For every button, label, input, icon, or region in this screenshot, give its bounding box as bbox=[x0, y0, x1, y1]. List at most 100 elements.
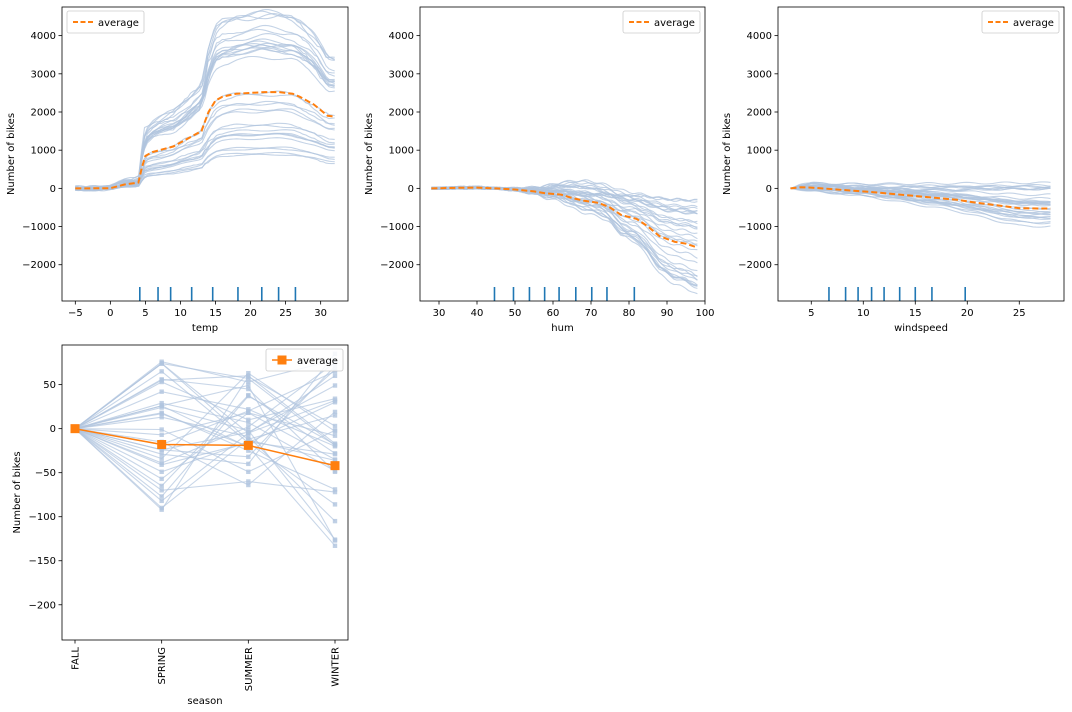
plot-area-1 bbox=[75, 8, 335, 301]
ice-marker bbox=[332, 433, 338, 438]
x-tick-label: 5 bbox=[142, 308, 148, 319]
ice-marker bbox=[332, 413, 338, 418]
y-axis-label: Number of bikes bbox=[6, 113, 17, 195]
ice-line bbox=[74, 428, 336, 473]
legend: average bbox=[622, 10, 701, 34]
ice-line bbox=[790, 187, 1051, 228]
y-tick-label: 4000 bbox=[389, 31, 414, 42]
y-tick-label: 1000 bbox=[747, 146, 772, 157]
legend-box bbox=[981, 10, 1060, 34]
ice-marker bbox=[332, 400, 338, 405]
y-tick-label: 3000 bbox=[389, 69, 414, 80]
x-tick-label: 10 bbox=[174, 308, 187, 319]
ice-line bbox=[431, 185, 698, 295]
y-tick-label: 2000 bbox=[747, 108, 772, 119]
ice-marker bbox=[246, 437, 251, 442]
ice-marker bbox=[159, 432, 164, 438]
ice-marker bbox=[332, 489, 338, 495]
ice-marker bbox=[246, 428, 251, 433]
subplot-3: −2000 −1000 0 1000 2000 3000 4000 5 10 15 20 25 wind… bbox=[722, 6, 1065, 334]
ice-line bbox=[74, 372, 336, 460]
x-tick-label: 20 bbox=[961, 308, 974, 319]
legend-marker bbox=[277, 355, 287, 365]
ice-marker bbox=[246, 386, 251, 392]
x-axis-label: temp bbox=[192, 323, 218, 334]
x-tick-label: 10 bbox=[857, 308, 870, 319]
ice-line bbox=[74, 412, 336, 480]
ice-marker bbox=[159, 405, 164, 410]
ice-line bbox=[74, 402, 336, 472]
x-tick-label: 70 bbox=[585, 308, 598, 319]
ice-line bbox=[74, 413, 336, 547]
ice-line bbox=[74, 428, 336, 493]
x-tick-label: 5 bbox=[808, 308, 814, 319]
ice-marker bbox=[159, 507, 164, 512]
ice-marker bbox=[332, 487, 338, 492]
ice-marker bbox=[159, 494, 164, 499]
legend-box bbox=[622, 10, 701, 34]
ice-marker bbox=[332, 441, 338, 446]
y-tick-label: 3000 bbox=[31, 69, 56, 80]
ice-marker bbox=[246, 392, 251, 398]
ice-marker bbox=[159, 400, 164, 406]
ice-marker bbox=[332, 518, 338, 524]
legend-label: average bbox=[98, 18, 139, 29]
ice-line bbox=[75, 33, 335, 192]
plot-area-3 bbox=[790, 181, 1051, 301]
average-line bbox=[431, 186, 698, 249]
y-tick-label: −200 bbox=[29, 600, 56, 611]
ice-line bbox=[74, 428, 336, 473]
ice-marker bbox=[246, 417, 251, 423]
y-tick-label: −1000 bbox=[22, 222, 56, 233]
y-axis-label: Number of bikes bbox=[722, 113, 733, 195]
ice-marker bbox=[159, 476, 164, 482]
y-tick-label: −2000 bbox=[738, 260, 772, 271]
ice-line bbox=[75, 93, 335, 191]
ice-line bbox=[431, 185, 698, 286]
y-tick-label: −100 bbox=[29, 512, 56, 523]
average-marker bbox=[70, 424, 80, 434]
ice-marker bbox=[159, 483, 164, 489]
ice-marker bbox=[246, 374, 251, 379]
average-marker bbox=[330, 461, 340, 471]
y-tick-label: 0 bbox=[766, 184, 772, 195]
ice-marker bbox=[332, 396, 338, 401]
x-tick-label: 90 bbox=[661, 308, 674, 319]
average-line bbox=[75, 91, 335, 190]
x-tick-label: 20 bbox=[244, 308, 257, 319]
x-tick-label: 0 bbox=[107, 308, 113, 319]
y-tick-label: 4000 bbox=[747, 31, 772, 42]
x-tick-label: SUMMER bbox=[244, 647, 255, 691]
ice-marker bbox=[159, 379, 164, 385]
legend-label: average bbox=[1013, 18, 1054, 29]
y-tick-label: −1000 bbox=[738, 222, 772, 233]
y-tick-label: 2000 bbox=[389, 108, 414, 119]
ice-marker bbox=[332, 423, 338, 429]
ice-marker bbox=[159, 498, 164, 504]
ice-line bbox=[74, 401, 336, 466]
ice-marker bbox=[332, 444, 338, 449]
y-tick-label: 0 bbox=[50, 184, 56, 195]
x-tick-label: 80 bbox=[623, 308, 636, 319]
ice-line bbox=[74, 375, 336, 511]
y-tick-label: −1000 bbox=[380, 222, 414, 233]
axes-frame bbox=[61, 344, 349, 641]
ice-marker bbox=[246, 479, 251, 484]
ice-marker bbox=[159, 469, 164, 475]
ice-marker bbox=[332, 383, 338, 388]
ice-marker bbox=[159, 359, 164, 364]
x-tick-label: 100 bbox=[695, 308, 714, 319]
legend-label: average bbox=[654, 18, 695, 29]
ice-marker bbox=[332, 458, 338, 463]
legend: average bbox=[981, 10, 1060, 34]
ice-marker bbox=[332, 451, 338, 456]
ice-line bbox=[74, 394, 336, 487]
y-axis-label: Number of bikes bbox=[12, 451, 23, 533]
y-tick-label: −150 bbox=[29, 556, 56, 567]
ice-marker bbox=[332, 537, 338, 542]
y-tick-label: −2000 bbox=[380, 260, 414, 271]
ice-marker bbox=[246, 434, 251, 439]
ice-line bbox=[74, 416, 336, 522]
ice-marker bbox=[246, 461, 251, 467]
